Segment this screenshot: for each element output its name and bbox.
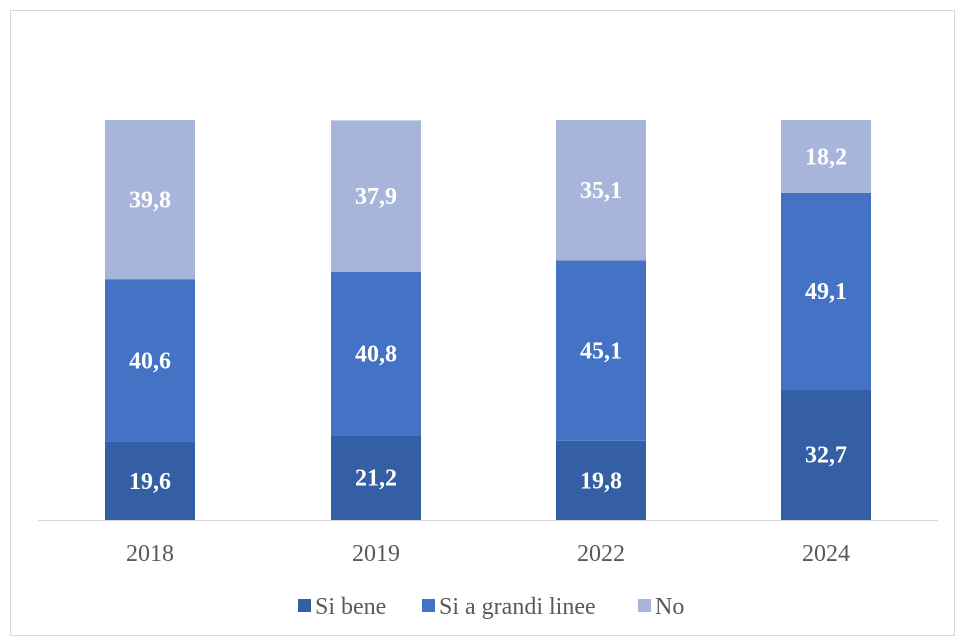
bar-segment [556,440,646,520]
x-tick-label: 2024 [802,541,850,567]
data-label: 49,1 [805,279,847,305]
legend-swatch [638,599,651,612]
legend: Si bene Si a grandi linee No [298,594,684,620]
data-label: 40,6 [129,348,171,374]
data-label: 40,8 [355,342,397,368]
legend-label: Si a grandi linee [439,594,596,620]
data-label: 21,2 [355,466,397,492]
bar-segment [331,272,421,436]
bar-segment [331,120,421,273]
data-label: 19,6 [129,469,171,495]
legend-label: Si bene [315,594,386,620]
x-tick-label: 2022 [577,541,625,567]
legend-swatch [422,599,435,612]
x-tick-label: 2018 [126,541,174,567]
bar-segment [556,120,646,261]
bar-segment [105,279,195,442]
data-label: 32,7 [805,443,847,469]
bar-segment [105,441,195,520]
bar-segment [781,389,871,520]
data-label: 37,9 [355,184,397,210]
x-tick-label: 2019 [352,541,400,567]
data-label: 45,1 [580,339,622,365]
bar-segment [781,192,871,390]
data-label: 35,1 [580,178,622,204]
plot-area: 19,6 40,6 39,8 2018 21,2 40,8 37,9 2019 19,8 45,1… [38,120,938,567]
data-label: 18,2 [805,144,847,170]
data-label: 19,8 [580,468,622,494]
data-label: 39,8 [129,188,171,214]
bar-segment [331,435,421,520]
bar-segment [781,120,871,193]
legend-swatch [298,599,311,612]
bar-segment [105,120,195,280]
bar-segment [556,260,646,441]
legend-label: No [655,594,684,620]
